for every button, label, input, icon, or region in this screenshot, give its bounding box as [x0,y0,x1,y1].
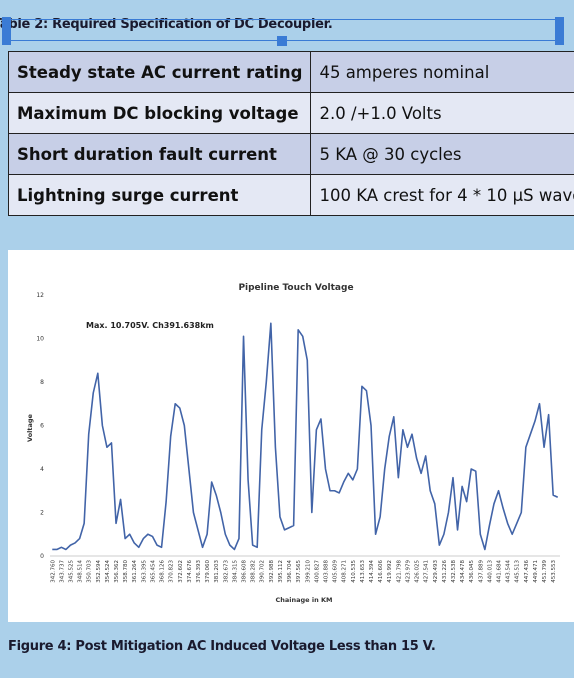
selection-handle [555,17,564,45]
x-tick-label: 440.013 [487,560,493,583]
table-row: Steady state AC current rating 45 amperes… [7,51,574,93]
table-cell: Lightning surge current [7,174,312,216]
x-tick-label: 436.045 [469,560,475,583]
x-tick-label: 348.514 [78,560,84,583]
table-caption: Table 2: Required Specification of DC De… [0,17,333,32]
x-tick-label: 432.538 [451,560,457,583]
x-tick-label: 363.395 [141,560,147,583]
selection-handle [2,17,11,45]
data-line [52,322,559,551]
x-tick-label: 434.478 [460,560,466,583]
x-tick-label: 426.025 [415,560,421,583]
annotation: Max. 10.705V. Ch391.638km [86,321,214,330]
y-axis-label: Voltage [26,413,34,442]
x-tick-label: 423.979 [405,560,411,583]
x-tick-label: 370.823 [169,560,175,583]
y-tick-label: 4 [40,466,44,473]
y-tick-label: 10 [36,336,44,343]
x-tick-label: 441.684 [497,560,503,583]
table-row: Short duration fault current 5 KA @ 30 cy… [7,133,574,175]
selection-box [8,19,560,20]
x-tick-label: 358.780 [123,560,129,583]
x-tick-label: 365.454 [150,560,156,583]
x-tick-label: 352.594 [96,560,102,583]
x-tick-label: 396.704 [287,560,293,583]
spec-table: Steady state AC current rating 45 amperes… [7,51,574,216]
x-tick-label: 392.988 [269,560,275,583]
x-tick-label: 384.315 [232,560,238,583]
x-tick-label: 390.702 [260,560,266,583]
x-tick-label: 381.203 [214,560,220,583]
x-tick-label: 421.798 [396,560,402,583]
y-tick-label: 12 [36,292,44,299]
table-cell: Steady state AC current rating [7,51,312,93]
x-tick-label: 376.393 [196,560,202,583]
x-tick-label: 437.889 [478,560,484,583]
y-tick-label: 2 [40,510,44,517]
x-tick-label: 374.676 [187,560,193,583]
x-tick-label: 368.126 [160,560,166,583]
x-tick-label: 382.673 [223,560,229,583]
x-tick-label: 445.513 [515,560,521,583]
x-tick-label: 403.888 [323,560,329,583]
x-tick-label: 399.210 [305,560,311,583]
x-tick-label: 413.653 [360,560,366,583]
x-tick-label: 356.362 [114,560,120,583]
x-tick-label: 388.282 [251,560,257,583]
x-tick-label: 354.524 [105,560,111,583]
y-tick-label: 8 [40,379,44,386]
chart-title: Pipeline Touch Voltage [238,283,353,293]
x-tick-label: 443.544 [506,560,512,583]
x-tick-label: 453.553 [551,560,557,583]
x-tick-label: 405.609 [333,560,339,583]
x-tick-label: 416.606 [378,560,384,583]
table-cell: Short duration fault current [7,133,312,175]
x-tick-label: 429.493 [433,560,439,583]
x-tick-label: 361.264 [132,560,138,583]
table-cell: Maximum DC blocking voltage [7,92,312,134]
x-tick-label: 372.602 [178,560,184,583]
table-row: Maximum DC blocking voltage 2.0 /+1.0 Vol… [7,92,574,134]
x-tick-label: 410.535 [351,560,357,583]
table-cell: 2.0 /+1.0 Volts [310,92,574,134]
figure-caption: Figure 4: Post Mitigation AC Induced Vol… [8,639,436,654]
chart: Pipeline Touch Voltage Max. 10.705V. Ch3… [26,283,560,604]
figure: Pipeline Touch Voltage Max. 10.705V. Ch3… [8,250,574,622]
x-tick-label: 350.703 [87,560,93,583]
x-tick-label: 342.760 [50,560,56,583]
table-cell: 5 KA @ 30 cycles [310,133,574,175]
x-tick-label: 419.992 [387,560,393,583]
x-tick-label: 451.799 [542,560,548,583]
x-tick-label: 400.827 [314,560,320,583]
x-tick-label: 449.471 [533,560,539,583]
y-tick-label: 0 [40,553,44,560]
x-tick-label: 386.608 [242,560,248,583]
selection-handle [277,36,287,46]
x-tick-label: 408.271 [342,560,348,583]
x-tick-label: 427.541 [424,560,430,583]
x-axis-label: Chainage in KM [276,596,333,604]
x-tick-label: 447.436 [524,560,530,583]
y-tick-label: 6 [40,423,44,430]
table-row: Lightning surge current 100 KA crest for … [7,174,574,216]
table-cell: 45 amperes nominal [310,51,574,93]
x-tick-label: 397.565 [296,560,302,583]
x-tick-label: 379.060 [205,560,211,583]
x-tick-label: 431.226 [442,560,448,583]
x-tick-label: 343.737 [59,560,65,583]
x-tick-label: 395.112 [278,560,284,583]
x-tick-label: 345.525 [68,560,74,583]
table-cell: 100 KA crest for 4 * 10 µS wave form [310,174,574,216]
x-tick-label: 414.394 [369,560,375,583]
